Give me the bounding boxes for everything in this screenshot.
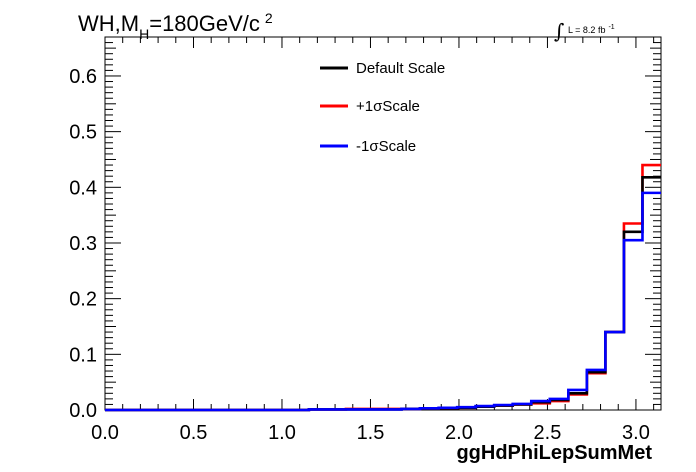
integral-sign: ∫ (554, 19, 564, 43)
series-line-0 (105, 175, 661, 412)
x-tick-label: 0.0 (91, 422, 119, 444)
x-tick-label: 2.0 (445, 422, 473, 444)
luminosity-superscript: -1 (608, 24, 614, 31)
x-axis: 0.0 0.5 1.0 1.5 2.0 2.5 3.0 (91, 37, 655, 444)
x-axis-title: ggHdPhiLepSumMet (456, 442, 652, 464)
chart-title: WH,MH=180GeV/c 2 (78, 10, 273, 42)
y-axis: 0.0 0.1 0.2 0.3 0.4 0.5 0.6 (69, 42, 661, 422)
chart-title-prefix: WH,M (78, 11, 139, 36)
legend-label: +1σScale (356, 98, 420, 115)
series-layer (105, 163, 661, 412)
series-line-2 (105, 191, 661, 412)
legend: Default Scale +1σScale -1σScale (320, 60, 445, 155)
y-tick-label: 0.2 (69, 289, 97, 311)
chart-title-middle: =180GeV/c (149, 11, 260, 36)
luminosity-label: ∫ L = 8.2 fb -1 (554, 19, 615, 43)
y-tick-label: 0.0 (69, 400, 97, 422)
plot-frame (104, 36, 662, 411)
y-tick-label: 0.4 (69, 177, 97, 199)
x-tick-label: 0.5 (180, 422, 208, 444)
series-line-1 (105, 163, 661, 412)
x-tick-label: 1.0 (268, 422, 296, 444)
y-tick-label: 0.3 (69, 233, 97, 255)
luminosity-value: L = 8.2 fb (568, 25, 605, 35)
x-tick-label: 3.0 (622, 422, 650, 444)
x-tick-label: 1.5 (357, 422, 385, 444)
chart-title-subscript: H (139, 26, 149, 42)
chart-title-superscript: 2 (265, 10, 273, 26)
legend-label: -1σScale (356, 138, 416, 155)
y-tick-label: 0.5 (69, 122, 97, 144)
legend-label: Default Scale (356, 60, 445, 77)
y-tick-label: 0.6 (69, 66, 97, 88)
x-tick-label: 2.5 (534, 422, 562, 444)
y-tick-label: 0.1 (69, 344, 97, 366)
luminosity-text: L = 8.2 fb -1 (568, 24, 615, 35)
